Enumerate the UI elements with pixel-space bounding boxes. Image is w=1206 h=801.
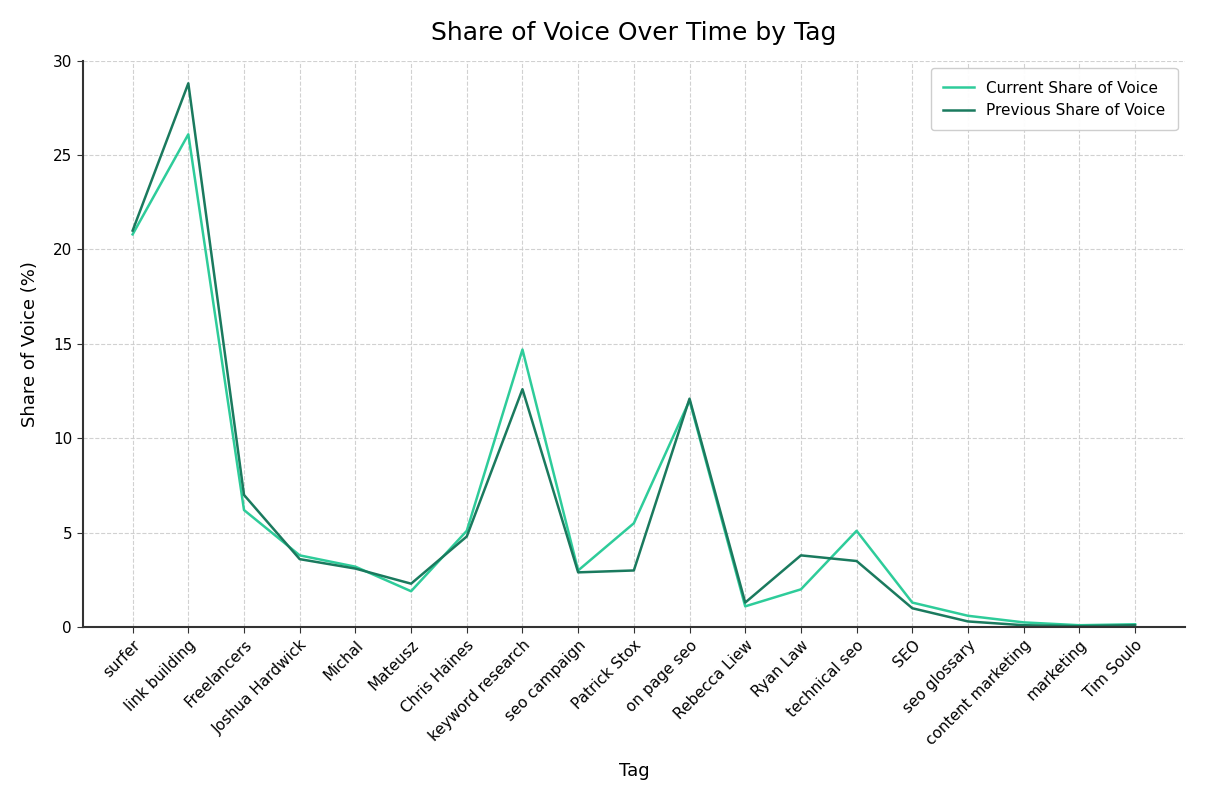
Legend: Current Share of Voice, Previous Share of Voice: Current Share of Voice, Previous Share o… [931, 68, 1177, 131]
Current Share of Voice [236, 505, 251, 515]
Current Share of Voice [459, 526, 474, 536]
Previous Share of Voice [404, 579, 418, 589]
Current Share of Voice [125, 230, 140, 239]
Current Share of Voice [1072, 621, 1087, 630]
Previous Share of Voice [794, 550, 808, 560]
Previous Share of Voice [904, 603, 919, 613]
Current Share of Voice [794, 585, 808, 594]
Previous Share of Voice [125, 226, 140, 235]
Current Share of Voice [849, 526, 863, 536]
Current Share of Voice [683, 396, 697, 405]
Previous Share of Voice [515, 384, 529, 394]
Line: Previous Share of Voice: Previous Share of Voice [133, 83, 1135, 626]
Previous Share of Voice [683, 394, 697, 404]
Previous Share of Voice [181, 78, 195, 88]
Previous Share of Voice [293, 554, 308, 564]
Previous Share of Voice [570, 568, 585, 578]
Current Share of Voice [1017, 618, 1031, 627]
Previous Share of Voice [1128, 621, 1142, 630]
Previous Share of Voice [349, 564, 363, 574]
Previous Share of Voice [1017, 621, 1031, 630]
Previous Share of Voice [627, 566, 642, 575]
Current Share of Voice [515, 344, 529, 354]
Previous Share of Voice [961, 617, 976, 626]
Current Share of Voice [404, 586, 418, 596]
Current Share of Voice [904, 598, 919, 607]
Current Share of Voice [181, 130, 195, 139]
Previous Share of Voice [459, 532, 474, 541]
Current Share of Voice [627, 518, 642, 528]
Current Share of Voice [1128, 619, 1142, 629]
Current Share of Voice [961, 611, 976, 621]
Previous Share of Voice [1072, 622, 1087, 631]
Current Share of Voice [570, 566, 585, 575]
Current Share of Voice [349, 562, 363, 571]
Line: Current Share of Voice: Current Share of Voice [133, 135, 1135, 626]
Previous Share of Voice [738, 598, 753, 607]
Current Share of Voice [293, 550, 308, 560]
Previous Share of Voice [236, 490, 251, 500]
Current Share of Voice [738, 602, 753, 611]
X-axis label: Tag: Tag [619, 763, 649, 780]
Y-axis label: Share of Voice (%): Share of Voice (%) [21, 261, 39, 427]
Previous Share of Voice [849, 556, 863, 566]
Title: Share of Voice Over Time by Tag: Share of Voice Over Time by Tag [432, 21, 837, 45]
